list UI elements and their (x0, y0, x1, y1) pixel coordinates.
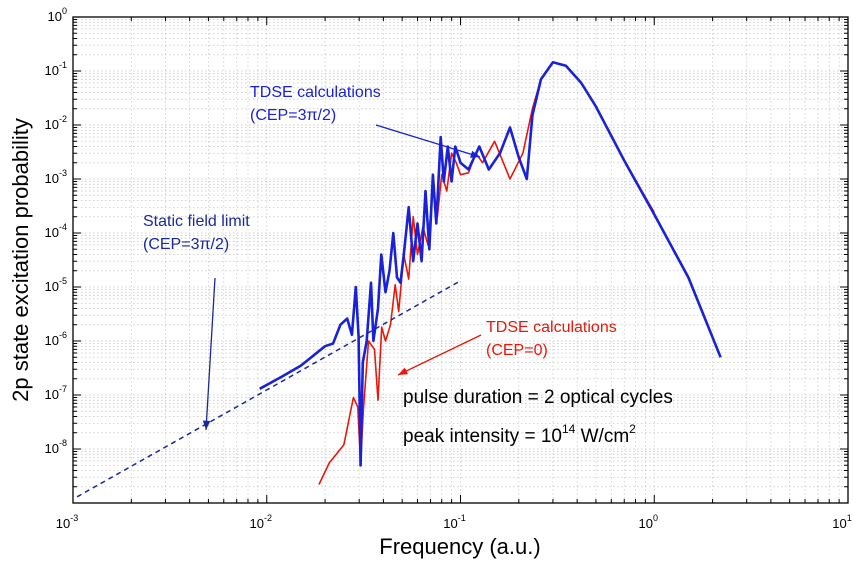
annotation-static-field-limit: Static field limit (CEP=3π/2) (143, 213, 254, 253)
y-tick-label: 10-5 (45, 276, 67, 294)
y-tick-label: 10-3 (45, 168, 67, 186)
y-tick-label: 10-8 (45, 438, 67, 456)
y-tick-label: 10-7 (45, 384, 67, 402)
series-tdse-cep-3pi2 (259, 61, 722, 467)
arrow-static-field-limit-head (202, 420, 211, 430)
grid (72, 17, 848, 504)
y-axis-label: 2p state excitation probability (8, 118, 33, 402)
x-tick-label: 10-1 (443, 513, 465, 531)
y-tick-label: 10-4 (45, 222, 67, 240)
y-tick-labels: 100 10-1 10-2 10-3 10-4 10-5 10-6 10-7 10-8 (45, 6, 67, 456)
y-tick-label: 10-1 (45, 60, 67, 78)
x-axis-label: Frequency (a.u.) (379, 534, 540, 559)
y-tick-label: 10-6 (45, 330, 67, 348)
arrow-static-field-limit (205, 277, 216, 431)
axis-ticks (72, 17, 848, 504)
series-layer (76, 61, 722, 498)
y-tick-label: 10-2 (45, 114, 67, 132)
annotation-tdse-cep-3pi2: TDSE calculations (CEP=3π/2) (250, 84, 385, 124)
annotation-peak-intensity: peak intensity = 1014 W/cm2 (403, 422, 636, 447)
series-static-field-limit (76, 280, 461, 498)
arrow-tdse-cep-0 (397, 334, 482, 376)
y-tick-label: 100 (48, 6, 67, 24)
x-tick-label: 100 (639, 513, 658, 531)
arrow-tdse-cep-3pi2-head (470, 150, 480, 158)
arrow-tdse-cep-0-head (398, 367, 408, 375)
annotation-pulse-duration: pulse duration = 2 optical cycles (403, 387, 673, 408)
series-tdse-cep-0 (318, 61, 655, 485)
arrow-tdse-cep-3pi2 (375, 124, 481, 158)
annotation-arrows (202, 124, 482, 431)
x-tick-label: 10-2 (250, 513, 272, 531)
x-tick-label: 101 (832, 513, 851, 531)
x-tick-labels: 10-3 10-2 10-1 100 101 (56, 513, 852, 531)
x-tick-label: 10-3 (56, 513, 78, 531)
annotation-tdse-cep-0: TDSE calculations (CEP=0) (486, 319, 621, 359)
